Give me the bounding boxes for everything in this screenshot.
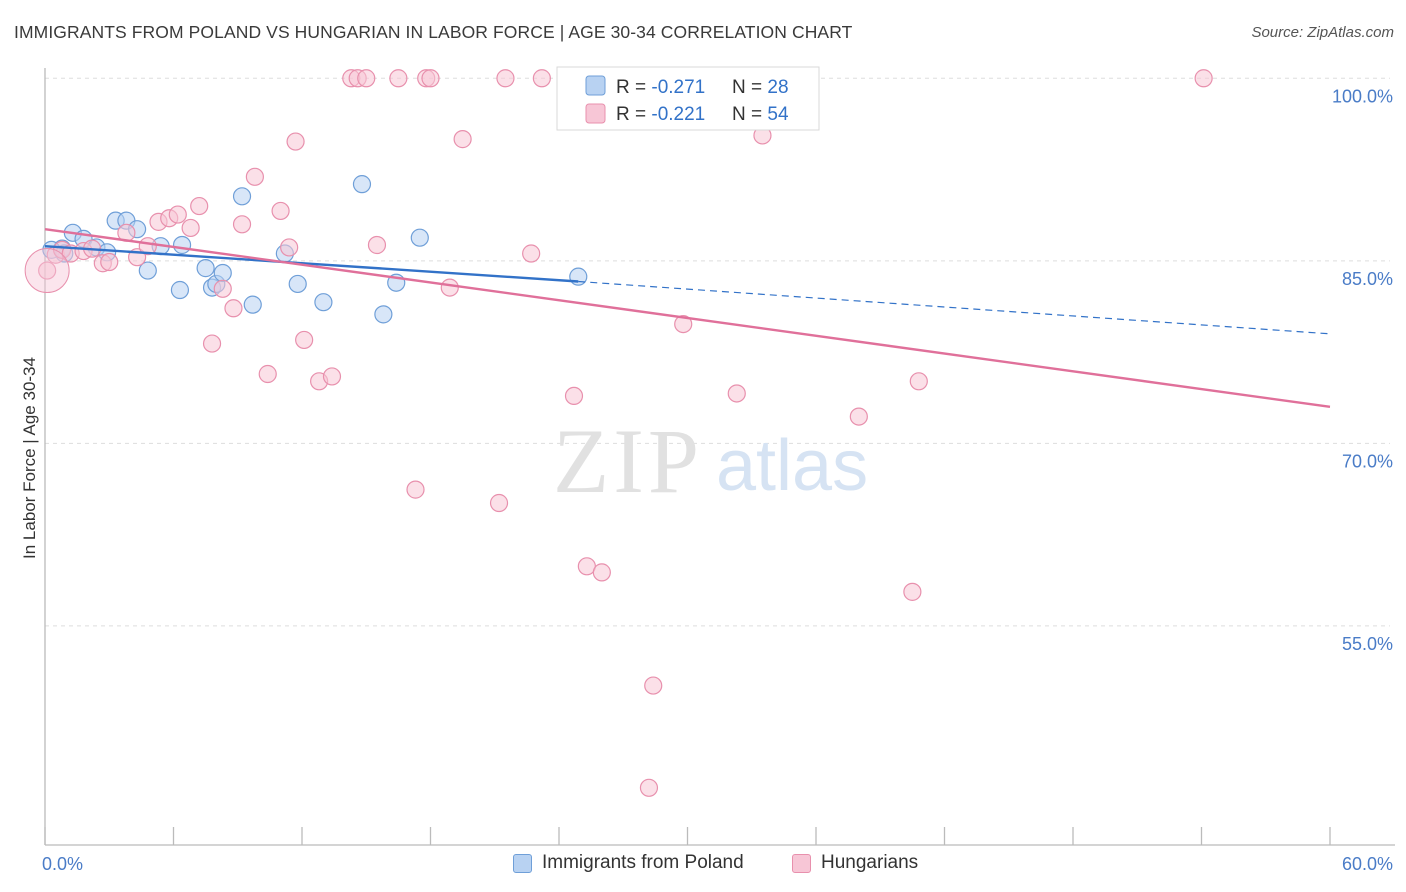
data-point-hungarians: [357, 69, 376, 88]
data-point-hungarians: [849, 407, 868, 426]
data-point-hungarians: [564, 386, 584, 406]
data-point-hungarians: [903, 582, 922, 601]
data-point-poland: [569, 267, 588, 286]
watermark-atlas: atlas: [716, 426, 868, 506]
data-point-hungarians: [202, 334, 222, 353]
trend-line-poland-extension: [578, 280, 1331, 335]
series-legend: Immigrants from Poland Hungarians: [0, 852, 1406, 878]
legend-swatch-pink: [585, 103, 606, 124]
data-point-hungarians: [295, 330, 314, 350]
y-axis-title: In Labor Force | Age 30-34: [20, 357, 39, 559]
legend-swatch-hungarians: [792, 853, 811, 873]
data-point-hungarians-large: [24, 248, 70, 294]
x-tick-label-max: 60.0%: [1342, 854, 1393, 874]
legend-r-label-blue: R =: [616, 77, 651, 98]
x-tick-label-min: 0.0%: [42, 854, 83, 874]
data-point-hungarians: [213, 279, 232, 298]
correlation-legend: R = -0.271 N = 28 R = -0.221 N = 54: [556, 66, 820, 131]
data-point-hungarians: [224, 299, 243, 318]
data-point-hungarians: [489, 493, 509, 513]
legend-item-poland: Immigrants from Poland: [513, 852, 744, 874]
legend-n-value-blue: 28: [767, 77, 788, 98]
data-point-hungarians: [181, 218, 200, 238]
axes: 55.0% 70.0% 85.0% 100.0% 0.0% 60.0%: [42, 68, 1395, 874]
data-point-hungarians: [258, 364, 277, 384]
data-point-hungarians: [190, 196, 209, 216]
data-point-hungarians: [727, 384, 746, 403]
legend-n-label-blue: N =: [732, 77, 767, 98]
data-point-hungarians: [168, 205, 187, 224]
y-tick-label: 55.0%: [1342, 634, 1393, 654]
data-point-poland: [213, 263, 232, 283]
legend-label-hungarians: Hungarians: [821, 852, 919, 873]
data-point-poland: [138, 261, 157, 280]
data-point-poland: [314, 293, 333, 312]
legend-r-label-pink: R =: [616, 104, 651, 125]
data-point-poland: [232, 187, 252, 206]
data-point-poland: [243, 295, 262, 314]
data-point-hungarians: [280, 238, 299, 257]
legend-swatch-poland: [513, 853, 532, 873]
data-point-hungarians: [440, 278, 459, 297]
y-tick-label: 100.0%: [1332, 86, 1393, 106]
svg-text:N = 54: N = 54: [732, 104, 789, 125]
data-point-hungarians: [522, 244, 541, 263]
data-point-poland: [170, 280, 190, 300]
legend-item-hungarians: Hungarians: [792, 852, 918, 874]
data-points: [24, 69, 1213, 797]
data-point-hungarians: [453, 130, 472, 149]
data-point-hungarians: [286, 132, 305, 151]
data-point-hungarians: [909, 372, 928, 391]
data-point-hungarians: [496, 69, 515, 88]
gridlines: [45, 77, 1390, 627]
data-point-poland: [374, 305, 393, 324]
legend-label-poland: Immigrants from Poland: [542, 852, 744, 873]
data-point-poland: [352, 175, 372, 194]
data-point-poland: [196, 259, 215, 278]
y-tick-label: 85.0%: [1342, 269, 1393, 289]
chart-title: IMMIGRANTS FROM POLAND VS HUNGARIAN IN L…: [14, 22, 853, 42]
data-point-hungarians: [322, 367, 342, 386]
svg-text:R = -0.221: R = -0.221: [616, 104, 705, 125]
data-point-hungarians: [367, 235, 387, 255]
trend-line-poland: [44, 245, 579, 283]
y-tick-label: 70.0%: [1342, 451, 1393, 471]
data-point-hungarians: [406, 480, 425, 499]
trend-line-hungarians: [44, 227, 1331, 409]
data-point-hungarians: [639, 778, 659, 797]
legend-r-value-blue: -0.271: [651, 77, 705, 98]
y-axis-label: In Labor Force | Age 30-34: [20, 357, 39, 559]
legend-r-value-pink: -0.221: [651, 104, 705, 125]
data-point-poland: [410, 228, 429, 247]
data-point-hungarians: [271, 201, 290, 221]
svg-text:N = 28: N = 28: [732, 77, 789, 98]
data-point-hungarians: [1194, 69, 1213, 88]
legend-swatch-blue: [585, 75, 606, 96]
data-point-hungarians: [232, 215, 252, 234]
legend-n-label-pink: N =: [732, 104, 767, 125]
data-point-hungarians: [644, 676, 663, 695]
trend-lines: [44, 227, 1331, 409]
watermark-zip: ZIP: [553, 410, 703, 512]
data-point-hungarians: [389, 69, 408, 88]
legend-n-value-pink: 54: [767, 104, 789, 125]
source-label: Source: ZipAtlas.com: [1251, 24, 1394, 41]
data-point-hungarians: [532, 69, 551, 88]
data-point-poland: [288, 274, 307, 294]
data-point-hungarians: [245, 167, 264, 186]
svg-text:R = -0.271: R = -0.271: [616, 77, 705, 98]
data-point-hungarians: [38, 261, 57, 280]
data-point-hungarians: [674, 315, 693, 334]
data-point-hungarians: [592, 563, 611, 582]
data-point-poland: [172, 235, 192, 255]
watermark: ZIP atlas: [553, 410, 868, 512]
data-point-hungarians: [421, 69, 440, 88]
data-point-hungarians: [100, 252, 119, 272]
